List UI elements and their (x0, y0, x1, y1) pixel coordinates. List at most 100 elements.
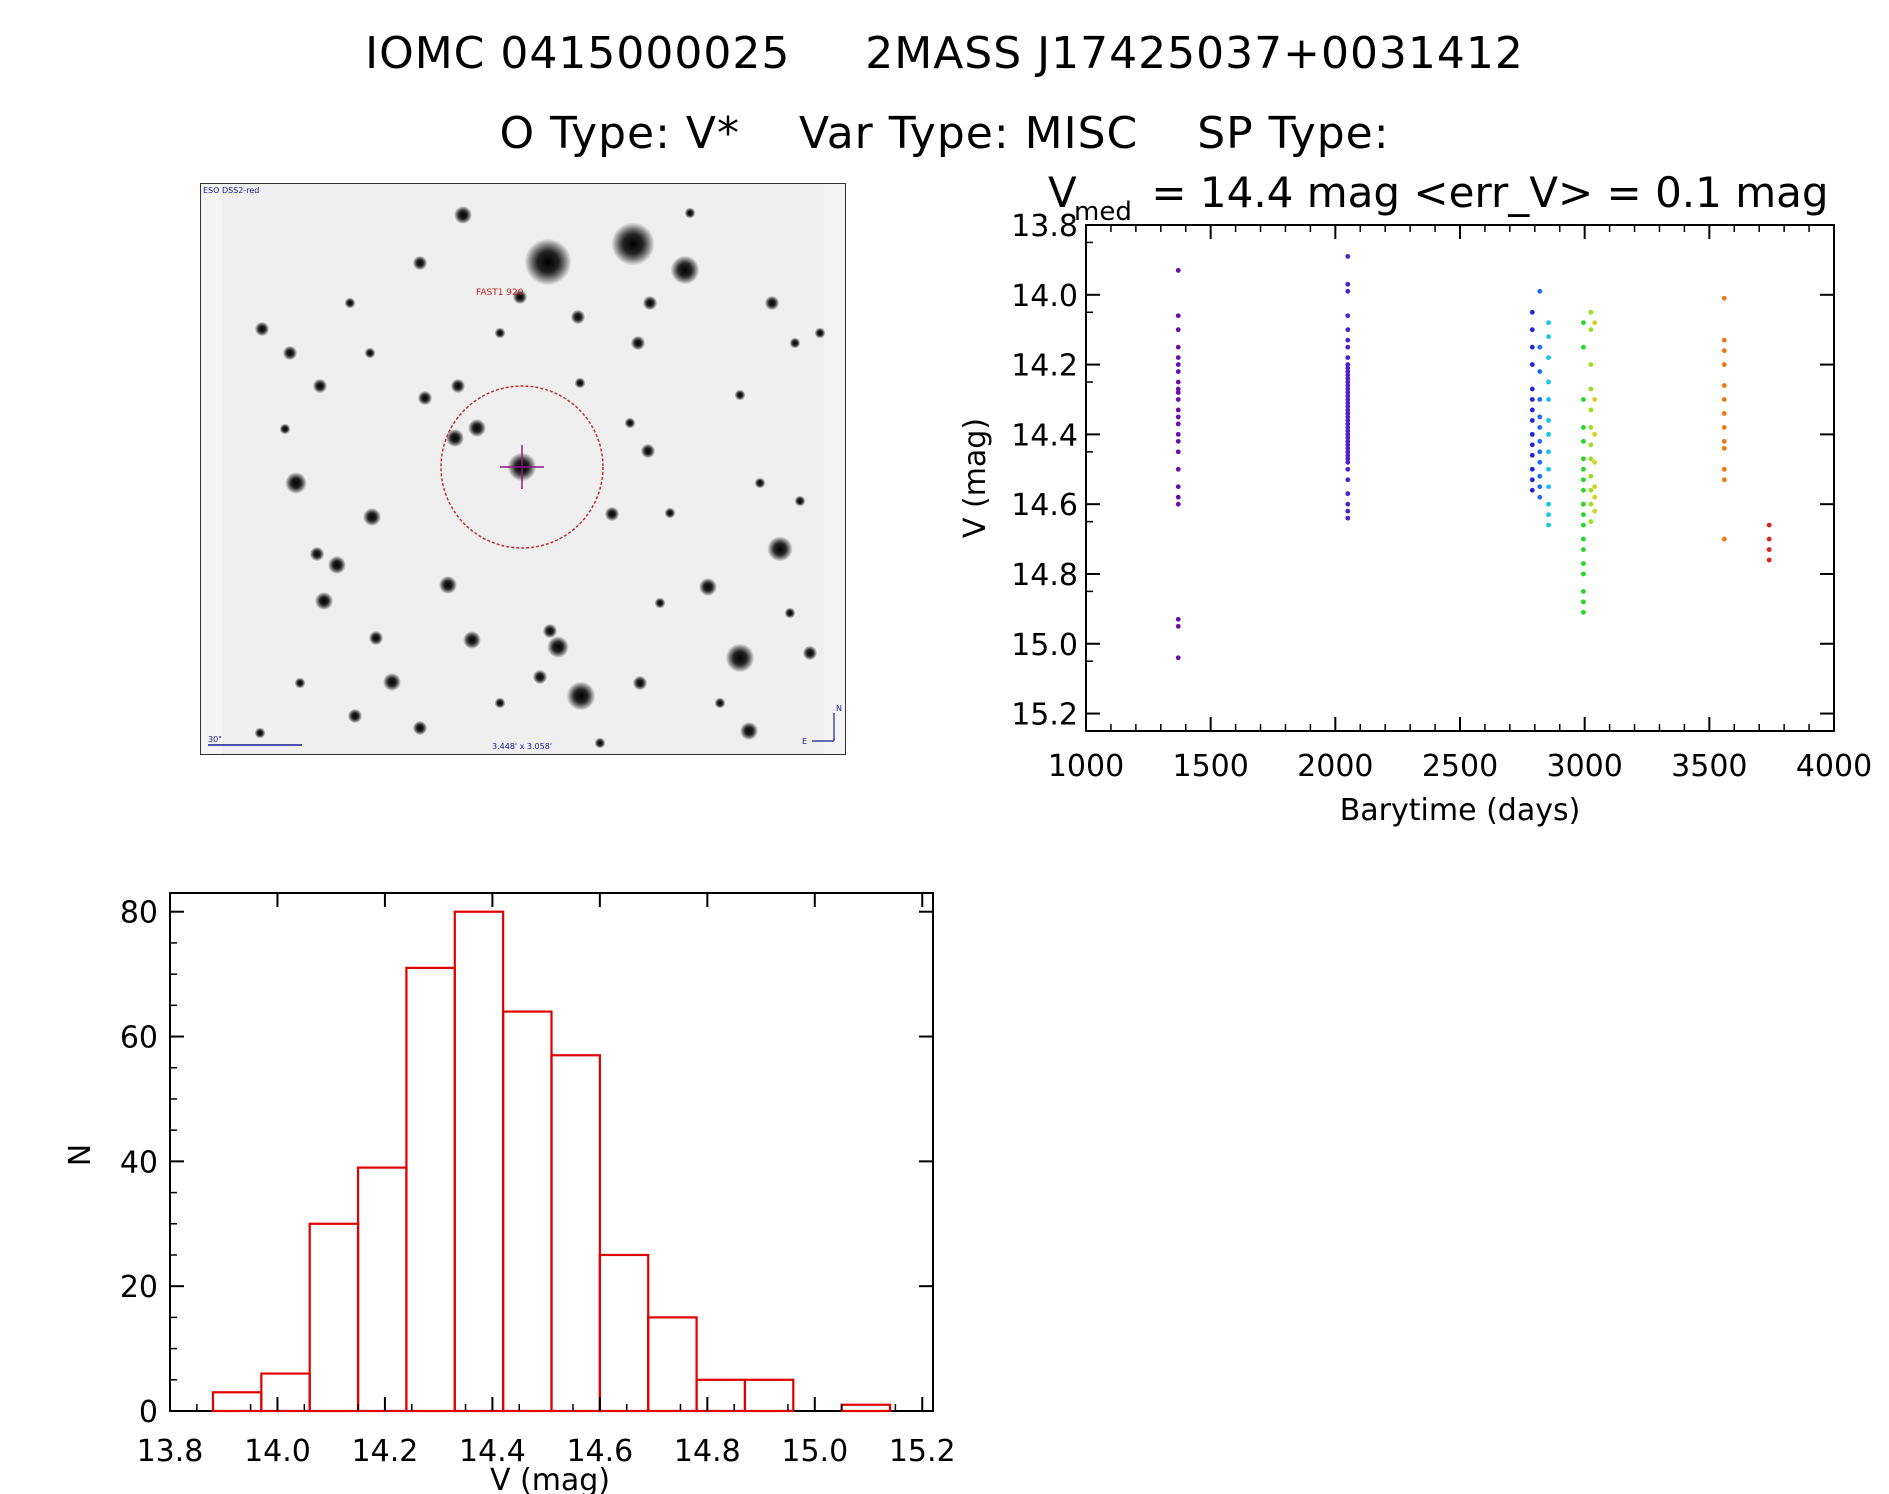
finder-chart-image: ESO DSS2-red FAST1 920 30" 3.448' x 3.05… (200, 183, 846, 755)
star (566, 681, 596, 711)
light-curve-point (1345, 515, 1351, 521)
star (734, 389, 746, 401)
light-curve-title-v: V (1048, 168, 1077, 217)
star (802, 645, 818, 661)
histogram-y-tick-label: 20 (120, 1270, 158, 1305)
light-curve-point (1345, 344, 1351, 350)
light-curve-point (1721, 477, 1727, 483)
histogram-bar (550, 1054, 601, 1413)
light-curve-point (1345, 337, 1351, 343)
light-curve-point (1529, 466, 1535, 472)
light-curve-point (1588, 487, 1594, 493)
light-curve-point (1588, 473, 1594, 479)
star (494, 327, 506, 339)
light-curve-x-tick-label: 1000 (1048, 749, 1124, 784)
light-curve-point (1175, 655, 1181, 661)
light-curve-point (1345, 404, 1351, 409)
light-curve-point (1175, 484, 1181, 490)
variability-type-label: Var Type: MISC (799, 108, 1139, 159)
star (624, 417, 636, 429)
light-curve-point (1345, 456, 1351, 462)
light-curve-point (1592, 320, 1598, 326)
star (630, 335, 646, 351)
light-curve-x-tick-label: 3000 (1546, 749, 1622, 784)
light-curve-point (1581, 456, 1586, 462)
light-curve-point (1529, 477, 1535, 483)
light-curve-point (1721, 445, 1727, 451)
light-curve-point (1345, 372, 1351, 378)
histogram-bar (502, 1010, 553, 1413)
light-curve-point (1175, 438, 1181, 444)
light-curve-point (1581, 599, 1586, 605)
histogram-bar (453, 910, 505, 1413)
light-curve-point (1345, 365, 1351, 371)
histogram-y-tick-label: 40 (120, 1145, 158, 1180)
star (684, 207, 696, 219)
histogram-y-tick-label: 0 (139, 1395, 158, 1430)
light-curve-point (1546, 512, 1551, 518)
star (754, 477, 766, 489)
light-curve-axes: 1000 1500 2000 2500 3000 3500 4000 13.8 14.0 14.2… (1011, 209, 1872, 784)
star (254, 321, 270, 337)
light-curve-point (1175, 369, 1181, 374)
light-curve-point (1529, 327, 1535, 333)
light-curve-point (1175, 344, 1181, 350)
light-curve-point (1721, 411, 1727, 416)
light-curve-point (1175, 494, 1181, 500)
histogram-y-tick-label: 60 (120, 1021, 158, 1056)
light-curve-point (1588, 501, 1594, 507)
light-curve-plot-frame (1085, 224, 1835, 732)
object-id-title: IOMC 0415000025 2MASS J17425037+0031412 (365, 28, 1524, 79)
star (740, 722, 758, 740)
light-curve-point (1581, 522, 1586, 528)
light-curve-point (1581, 397, 1586, 402)
star (632, 675, 648, 691)
light-curve-point (1345, 386, 1351, 392)
light-curve-point (1345, 362, 1351, 367)
light-curve-point (1546, 431, 1551, 437)
light-curve-point (1581, 477, 1586, 483)
light-curve-x-label: Barytime (days) (1340, 793, 1581, 828)
light-curve-point (1537, 484, 1543, 490)
light-curve-x-tick-label: 4000 (1796, 749, 1872, 784)
histogram-bar (743, 1378, 795, 1413)
light-curve-point (1537, 438, 1543, 444)
light-curve-point (1529, 362, 1535, 367)
histogram-y-label: N (63, 1144, 98, 1166)
star (463, 631, 481, 649)
histogram-x-tick-label: 14.8 (674, 1434, 741, 1469)
light-curve-point (1345, 288, 1351, 294)
light-curve-point (1592, 397, 1598, 402)
histogram-bar (308, 1222, 360, 1413)
light-curve-point (1581, 561, 1586, 566)
north-label: N (836, 704, 842, 713)
light-curve-point (1175, 407, 1181, 413)
light-curve-point (1345, 431, 1351, 437)
light-curve-point (1581, 512, 1586, 518)
light-curve-point (1537, 288, 1543, 294)
star (494, 697, 506, 709)
light-curve-point (1581, 320, 1586, 326)
light-curve-point (1175, 313, 1181, 319)
star (344, 297, 356, 309)
light-curve-point (1345, 466, 1351, 472)
light-curve-point (1345, 313, 1351, 319)
light-curve-point (1175, 362, 1181, 367)
light-curve-point (1766, 536, 1772, 542)
light-curve-point (1537, 414, 1543, 420)
light-curve-title-subscript: med (1074, 197, 1132, 227)
histogram-y-tick-label: 80 (120, 896, 158, 931)
light-curve-point (1721, 397, 1727, 402)
light-curve-point (1175, 616, 1181, 622)
light-curve-y-tick-label: 14.4 (1011, 418, 1078, 453)
light-curve-point (1175, 327, 1181, 333)
light-curve-point (1175, 386, 1181, 392)
light-curve-point (1175, 355, 1181, 361)
light-curve-point (1529, 397, 1535, 402)
light-curve-point (1588, 386, 1594, 392)
light-curve-point (1345, 397, 1351, 402)
light-curve-point (1592, 484, 1598, 490)
light-curve-y-tick-label: 14.6 (1011, 488, 1078, 523)
light-curve-point (1345, 459, 1351, 465)
star-field (254, 206, 826, 749)
